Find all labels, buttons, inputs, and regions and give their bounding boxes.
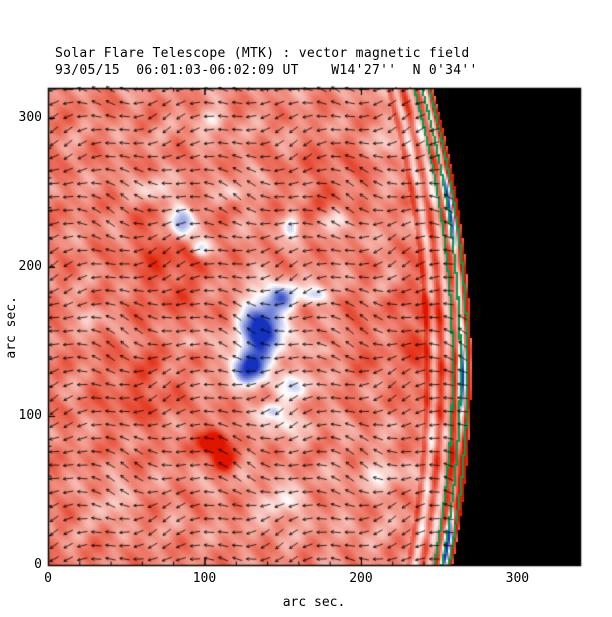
x-axis-label: arc sec. [282, 595, 346, 610]
x-tick-label: 300 [505, 571, 530, 586]
y-axis-label: arc sec. [4, 296, 19, 359]
y-tick-label: 100 [18, 407, 42, 423]
figure-subtitle: 93/05/15 06:01:03-06:02:09 UT W14'27'' N… [55, 63, 478, 78]
x-tick-label: 0 [44, 571, 52, 586]
y-tick-label: 200 [18, 258, 42, 274]
figure-title: Solar Flare Telescope (MTK) : vector mag… [55, 46, 470, 61]
x-tick-label: 200 [349, 571, 373, 586]
y-tick-label: 300 [18, 109, 42, 125]
x-tick-label: 100 [192, 571, 217, 586]
y-tick-label: 0 [34, 557, 42, 572]
